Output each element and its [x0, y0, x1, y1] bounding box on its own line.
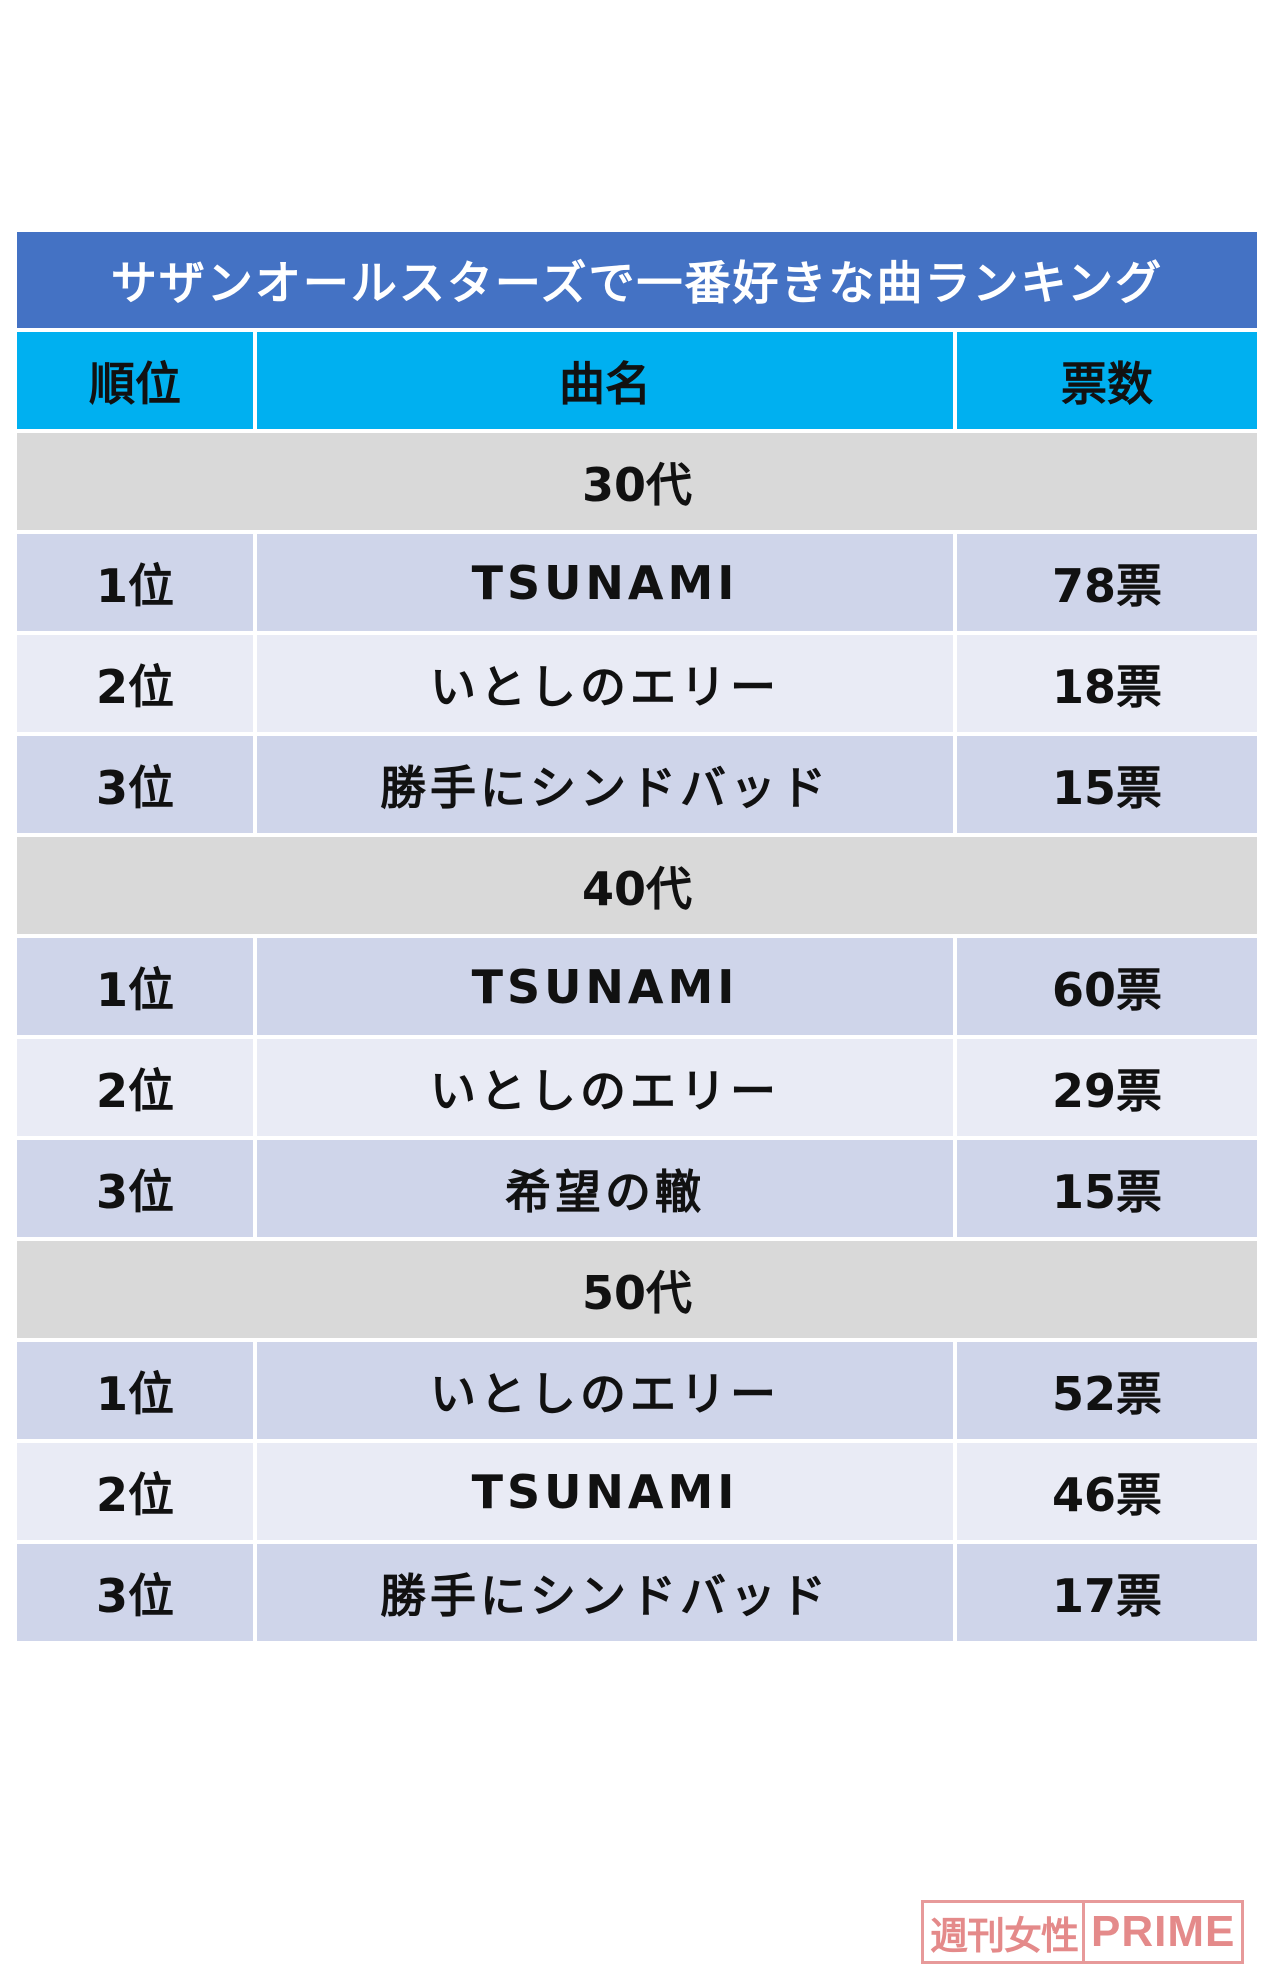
table-row: 1位 TSUNAMI 60票 [17, 938, 1257, 1035]
group-label: 50代 [17, 1241, 1257, 1338]
rank-cell: 1位 [17, 1342, 253, 1439]
table-title: サザンオールスターズで一番好きな曲ランキング [17, 232, 1257, 328]
rank-cell: 1位 [17, 534, 253, 631]
song-cell: いとしのエリー [257, 635, 953, 732]
votes-cell: 15票 [957, 1140, 1257, 1237]
votes-cell: 46票 [957, 1443, 1257, 1540]
rank-cell: 3位 [17, 1140, 253, 1237]
table-row: 3位 勝手にシンドバッド 15票 [17, 736, 1257, 833]
group-row-40s: 40代 [17, 837, 1257, 934]
header-row: 順位 曲名 票数 [17, 332, 1257, 429]
rank-cell: 1位 [17, 938, 253, 1035]
table-row: 3位 勝手にシンドバッド 17票 [17, 1544, 1257, 1641]
group-row-50s: 50代 [17, 1241, 1257, 1338]
watermark-jp-text: 週刊女性 [924, 1903, 1086, 1961]
song-cell: TSUNAMI [257, 1443, 953, 1540]
votes-cell: 15票 [957, 736, 1257, 833]
votes-cell: 60票 [957, 938, 1257, 1035]
rank-cell: 3位 [17, 1544, 253, 1641]
votes-cell: 52票 [957, 1342, 1257, 1439]
ranking-table: サザンオールスターズで一番好きな曲ランキング 順位 曲名 票数 30代 1位 T… [17, 232, 1257, 1641]
table-row: 3位 希望の轍 15票 [17, 1140, 1257, 1237]
table-row: 1位 いとしのエリー 52票 [17, 1342, 1257, 1439]
table-row: 2位 TSUNAMI 46票 [17, 1443, 1257, 1540]
votes-cell: 17票 [957, 1544, 1257, 1641]
song-cell: 勝手にシンドバッド [257, 1544, 953, 1641]
song-cell: いとしのエリー [257, 1342, 953, 1439]
watermark-en-text: PRIME [1091, 1907, 1236, 1956]
group-row-30s: 30代 [17, 433, 1257, 530]
rank-cell: 2位 [17, 1443, 253, 1540]
group-label: 30代 [17, 433, 1257, 530]
watermark-logo: 週刊女性 PRIME [921, 1900, 1245, 1964]
song-cell: 希望の轍 [257, 1140, 953, 1237]
song-cell: TSUNAMI [257, 938, 953, 1035]
votes-cell: 29票 [957, 1039, 1257, 1136]
votes-cell: 78票 [957, 534, 1257, 631]
header-rank: 順位 [17, 332, 253, 429]
rank-cell: 3位 [17, 736, 253, 833]
song-cell: いとしのエリー [257, 1039, 953, 1136]
rank-cell: 2位 [17, 1039, 253, 1136]
header-song: 曲名 [257, 332, 953, 429]
rank-cell: 2位 [17, 635, 253, 732]
table-row: 2位 いとしのエリー 29票 [17, 1039, 1257, 1136]
song-cell: TSUNAMI [257, 534, 953, 631]
header-votes: 票数 [957, 332, 1257, 429]
table-row: 1位 TSUNAMI 78票 [17, 534, 1257, 631]
votes-cell: 18票 [957, 635, 1257, 732]
song-cell: 勝手にシンドバッド [257, 736, 953, 833]
table-row: 2位 いとしのエリー 18票 [17, 635, 1257, 732]
group-label: 40代 [17, 837, 1257, 934]
